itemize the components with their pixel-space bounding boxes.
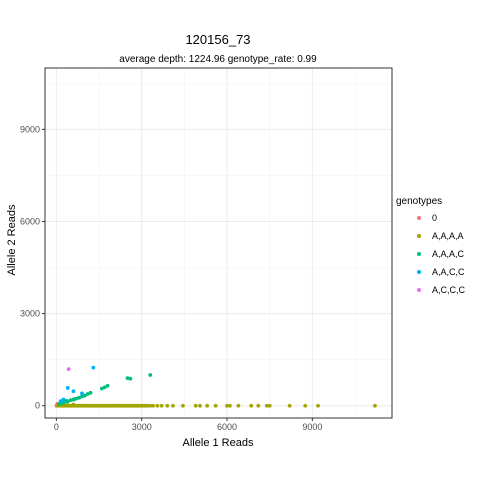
y-tick-label: 6000	[20, 217, 40, 227]
data-point	[71, 402, 76, 407]
data-point	[88, 390, 93, 395]
data-point	[148, 403, 153, 408]
data-point	[155, 403, 160, 408]
data-point	[65, 386, 70, 390]
legend-label: A,A,C,C	[432, 267, 465, 277]
data-point	[102, 385, 107, 390]
data-point	[373, 403, 377, 408]
data-point	[225, 403, 229, 408]
data-point	[125, 376, 130, 380]
data-points	[54, 365, 377, 408]
x-tick-label: 3000	[132, 422, 152, 432]
data-point	[99, 386, 104, 391]
data-point	[91, 365, 96, 370]
y-tick-label: 0	[35, 401, 40, 411]
x-tick-label: 0	[54, 422, 59, 432]
legend-title: genotypes	[396, 196, 442, 207]
legend-label: 0	[432, 213, 437, 223]
data-point	[80, 391, 84, 396]
legend-label: A,C,C,C	[432, 285, 466, 295]
data-point	[151, 403, 155, 408]
data-point	[213, 403, 218, 408]
data-point	[72, 397, 77, 401]
data-point	[165, 403, 170, 408]
data-point	[105, 383, 110, 388]
legend-key	[417, 288, 421, 292]
data-point	[264, 403, 269, 408]
data-point	[205, 403, 210, 408]
data-point	[128, 376, 133, 381]
data-point	[303, 403, 308, 408]
data-point	[64, 398, 69, 403]
data-point	[148, 373, 153, 377]
legend: genotypes 0 A,A,A,A A,A,A,C A,A,C,C A,C,C,C	[396, 196, 466, 295]
legend-key	[417, 270, 421, 274]
data-point	[256, 403, 261, 408]
data-point	[66, 367, 71, 372]
y-tick-label: 9000	[20, 124, 40, 134]
data-point	[61, 400, 66, 405]
data-point	[249, 403, 254, 408]
data-point	[171, 403, 175, 408]
data-point	[65, 403, 70, 408]
data-point	[61, 397, 66, 402]
chart-subtitle: average depth: 1224.96 genotype_rate: 0.…	[119, 54, 317, 65]
legend-key	[417, 252, 421, 256]
data-point	[71, 389, 76, 394]
data-point	[77, 395, 82, 400]
data-point	[68, 398, 73, 403]
data-point	[227, 403, 232, 408]
data-point	[287, 403, 292, 408]
data-point	[145, 403, 150, 408]
legend-key	[417, 216, 421, 220]
data-point	[267, 403, 272, 408]
chart-title: 120156_73	[185, 32, 250, 47]
y-tick-label: 3000	[20, 309, 40, 319]
data-point	[58, 399, 63, 404]
legend-key	[417, 234, 421, 238]
data-point	[198, 403, 202, 408]
x-axis-label: Allele 1 Reads	[183, 437, 254, 449]
plot-panel	[45, 68, 392, 418]
data-point	[193, 403, 198, 408]
data-point	[181, 403, 185, 408]
legend-label: A,A,A,A	[432, 231, 464, 241]
panel-border	[44, 67, 393, 419]
data-point	[85, 392, 90, 396]
data-point	[159, 403, 164, 408]
legend-label: A,A,A,C	[432, 249, 465, 259]
x-tick-label: 9000	[302, 422, 322, 432]
axes: 0 3000 6000 9000 0 3000 6000 9000	[20, 67, 393, 432]
data-point	[316, 403, 320, 408]
panel-background	[45, 68, 392, 418]
x-tick-label: 6000	[217, 422, 237, 432]
data-point	[82, 393, 87, 398]
y-axis-label: Allele 2 Reads	[6, 204, 18, 275]
data-point	[236, 403, 241, 408]
